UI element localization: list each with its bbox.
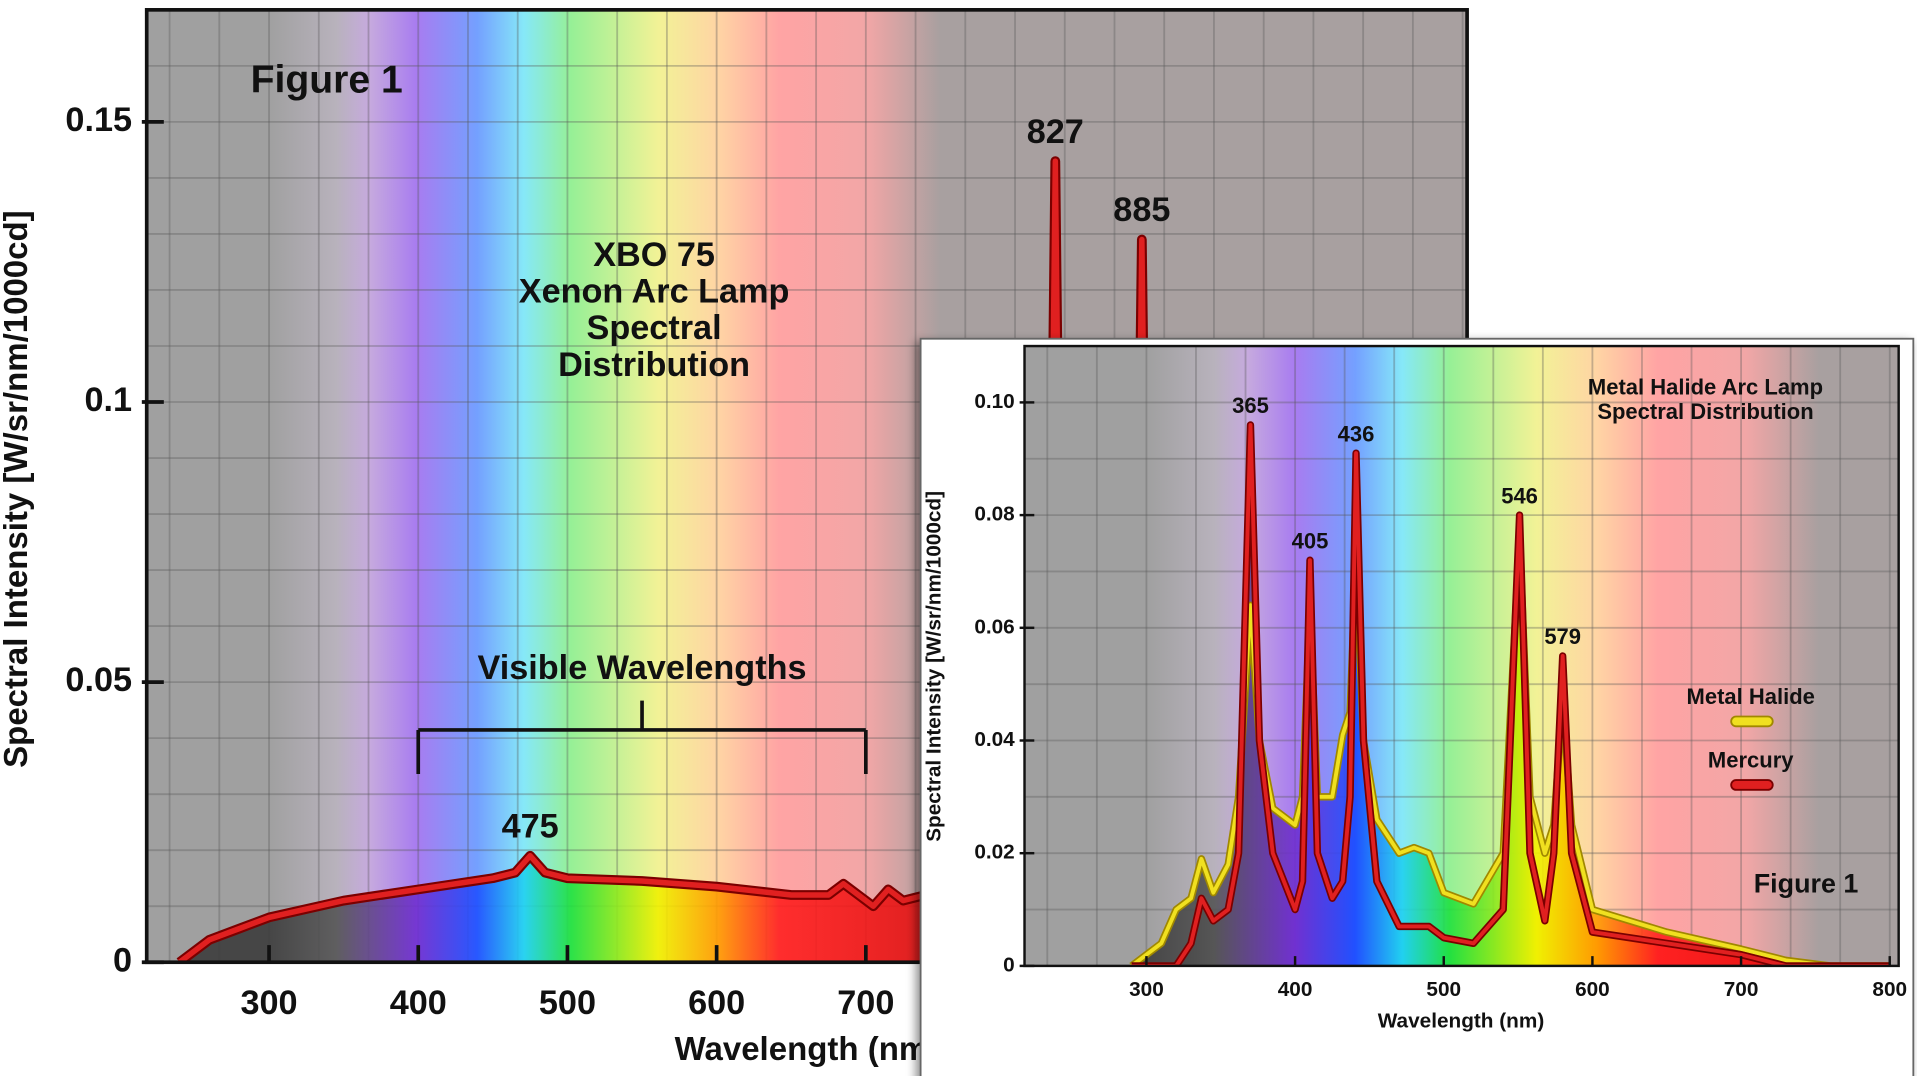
subtitle-line: Distribution	[558, 346, 750, 384]
y-tick-label: 0.08	[974, 503, 1014, 526]
x-tick-label: 600	[1575, 978, 1610, 1001]
y-tick-label: 0	[113, 941, 132, 979]
peak-label: 546	[1501, 483, 1538, 508]
x-tick-label: 300	[241, 984, 298, 1022]
metal-halide-chart: 300 400 500 600 700 800 0 0.02 0.04 0.06 0.08 0.10 W…	[923, 344, 1907, 1033]
peak-label: 579	[1544, 624, 1581, 649]
x-tick-label: 800	[1872, 978, 1907, 1001]
plot-content	[1129, 421, 1890, 966]
x-tick-label: 300	[1129, 978, 1164, 1001]
peak-label: 405	[1292, 528, 1329, 553]
y-tick-label: 0.15	[65, 101, 132, 139]
y-tick-label: 0.04	[974, 728, 1015, 751]
peak-label: 827	[1027, 113, 1084, 151]
x-tick-label: 500	[1426, 978, 1461, 1001]
x-tick-label: 600	[688, 984, 745, 1022]
x-tick-label: 400	[390, 984, 447, 1022]
y-tick-label: 0.06	[974, 615, 1014, 638]
series-line	[177, 158, 1463, 963]
plot-frame	[1023, 344, 1900, 968]
subtitle-line: XBO 75	[593, 236, 715, 274]
chart-title: Figure 1	[1754, 868, 1859, 898]
legend-swatch	[1730, 715, 1774, 728]
legend-swatch	[1730, 779, 1774, 791]
series-line	[1131, 422, 1890, 966]
peak-label: 885	[1113, 191, 1170, 229]
legend-label: Mercury	[1708, 748, 1794, 773]
y-tick-label: 0.10	[974, 390, 1014, 413]
subtitle-line: Spectral	[587, 309, 722, 347]
y-axis-title: Spectral Intensity [W/sr/nm/1000cd]	[923, 491, 946, 842]
subtitle-line: Spectral Distribution	[1597, 399, 1813, 424]
y-axis-title: Spectral Intensity [W/sr/nm/1000cd]	[0, 210, 34, 768]
subtitle-line: Metal Halide Arc Lamp	[1588, 375, 1823, 400]
x-axis-title: Wavelength (nm)	[1378, 1010, 1545, 1033]
x-tick-label: 700	[837, 984, 894, 1022]
y-tick-label: 0.02	[974, 841, 1014, 864]
peak-label: 436	[1338, 421, 1375, 446]
x-tick-label: 500	[539, 984, 596, 1022]
y-tick-label: 0.1	[84, 381, 132, 419]
bracket-label: Visible Wavelengths	[478, 649, 807, 687]
x-axis-title: Wavelength (nm)	[675, 1030, 940, 1067]
legend-label: Metal Halide	[1687, 684, 1815, 709]
peak-label: 365	[1232, 393, 1269, 418]
peak-label: 475	[502, 807, 559, 845]
chart-title: Figure 1	[251, 58, 403, 101]
subtitle-line: Xenon Arc Lamp	[519, 273, 790, 311]
x-tick-label: 400	[1278, 978, 1313, 1001]
x-tick-label: 700	[1724, 978, 1759, 1001]
plot-background	[1024, 346, 1899, 966]
y-tick-label: 0	[1003, 953, 1015, 976]
y-tick-label: 0.05	[65, 661, 132, 699]
